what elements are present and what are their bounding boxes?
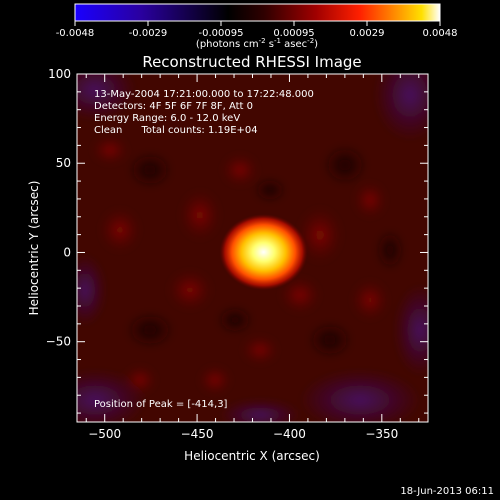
x-tick-label: −500 — [88, 427, 121, 441]
heatmap-image — [77, 74, 428, 422]
info-line-detectors: Detectors: 4F 5F 6F 7F 8F, Att 0 — [94, 101, 253, 112]
x-tick-label: −350 — [365, 427, 398, 441]
colorbar-axis: -0.0048 -0.0029 -0.00095 0.00095 0.0029 0.004… — [56, 21, 458, 39]
x-axis-label: Heliocentric X (arcsec) — [184, 449, 320, 463]
peak-position-label: Position of Peak = [-414,3] — [94, 399, 228, 410]
background-noise — [77, 74, 428, 422]
chart-title: Reconstructed RHESSI Image — [142, 53, 361, 71]
colorbar-tick-label: -0.0048 — [56, 28, 95, 39]
info-line-counts: Clean Total counts: 1.19E+04 — [94, 125, 258, 136]
y-tick-label: 100 — [48, 67, 71, 81]
colorbar-tick-label: -0.0029 — [129, 28, 168, 39]
colorbar-tick-label: 0.0029 — [350, 28, 385, 39]
colorbar-tick-label: 0.0048 — [423, 28, 458, 39]
colorbar-units-label: (photons cm-2 s-1 asec-2) — [196, 37, 318, 50]
y-tick-label: −50 — [46, 335, 71, 349]
colorbar-tick-label: 0.00095 — [273, 28, 314, 39]
x-tick-label: −400 — [273, 427, 306, 441]
footer-date: 18-Jun-2013 06:11 — [400, 486, 494, 497]
y-axis-label: Heliocentric Y (arcsec) — [27, 181, 41, 316]
y-tick-label: 0 — [63, 245, 71, 259]
info-line-energy: Energy Range: 6.0 - 12.0 keV — [94, 113, 240, 124]
peak-source — [219, 214, 308, 291]
info-line-time: 13-May-2004 17:21:00.000 to 17:22:48.000 — [94, 89, 314, 100]
info-annotation: 13-May-2004 17:21:00.000 to 17:22:48.000… — [94, 89, 314, 136]
x-axis: −500 −450 −400 −350 — [85, 74, 420, 441]
colorbar-tick-label: -0.00095 — [199, 28, 244, 39]
colorbar — [74, 3, 441, 22]
x-tick-label: −450 — [181, 427, 214, 441]
y-tick-label: 50 — [56, 156, 71, 170]
y-axis: −50 0 50 100 — [46, 67, 428, 414]
